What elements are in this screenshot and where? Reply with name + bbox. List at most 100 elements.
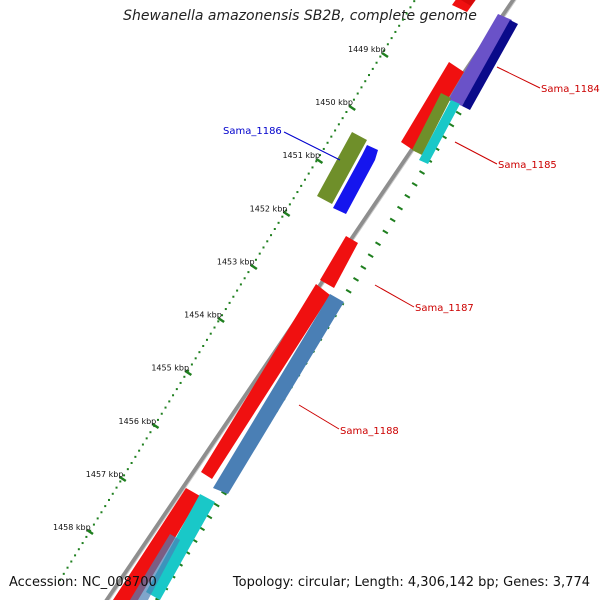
outer-tick-dot [130, 462, 133, 464]
outer-tick-dot [375, 61, 378, 64]
outer-tick-dot [224, 308, 227, 311]
outer-tick-dot [205, 338, 208, 341]
gene-label-sama-1186[interactable]: Sama_1186 [223, 126, 282, 137]
kbp-tick-mark [282, 210, 291, 218]
outer-tick-dot [96, 517, 99, 520]
inner-tick-dash [345, 288, 352, 294]
outer-tick-dot [217, 320, 220, 323]
inner-tick-dash [374, 241, 382, 247]
outer-tick-dot [254, 258, 257, 261]
outer-tick-dot [352, 98, 355, 101]
inner-tick-dash [367, 253, 374, 258]
kbp-tick-mark [250, 263, 258, 271]
inner-tick-dash [389, 217, 396, 223]
outer-tick-dot [239, 283, 242, 286]
gene-olive-1186[interactable] [317, 132, 367, 204]
outer-tick-dot [326, 141, 329, 144]
gene-cyan-bottom[interactable] [146, 494, 215, 600]
gene-steel-bottom[interactable] [130, 534, 180, 600]
outer-tick-dot [394, 30, 397, 33]
outer-tick-dot [194, 357, 197, 360]
cds-red-bottom[interactable] [113, 488, 200, 600]
outer-tick-dot [74, 554, 77, 557]
inner-tick-dash [352, 277, 360, 282]
outer-tick-dot [285, 209, 288, 212]
cds-red-1188[interactable] [201, 284, 330, 479]
kbp-label: 1455 kbp [151, 364, 189, 373]
kbp-tick-mark [348, 104, 356, 112]
kbp-label: 1456 kbp [119, 417, 157, 426]
inner-tick-dash [220, 490, 228, 496]
kbp-label: 1453 kbp [217, 257, 255, 266]
outer-tick-dot [368, 74, 371, 77]
outer-tick-dot [221, 314, 224, 317]
outer-tick-dot [119, 480, 122, 483]
outer-tick-dot [111, 492, 114, 495]
outer-tick-dot [364, 80, 367, 83]
gene-purple-1184[interactable] [448, 14, 512, 106]
outer-tick-dot [81, 542, 84, 545]
kbp-tick-mark [86, 528, 94, 536]
kbp-label: 1452 kbp [250, 204, 288, 213]
outer-tick-dot [371, 67, 374, 70]
gene-label-sama-1188[interactable]: Sama_1188 [340, 426, 399, 437]
outer-tick-dot [179, 381, 182, 384]
outer-tick-dot [107, 498, 110, 501]
kbp-tick-marks [86, 51, 389, 536]
outer-tick-dot [345, 111, 348, 113]
outer-tick-dot [62, 572, 65, 575]
cds-red-top-2[interactable] [461, 0, 498, 6]
outer-tick-dot [168, 400, 171, 403]
outer-tick-dot [315, 160, 318, 163]
outer-tick-dot [70, 560, 73, 563]
outer-tick-dot [100, 511, 103, 514]
kbp-label: 1458 kbp [53, 523, 91, 532]
outer-tick-dot [172, 394, 175, 397]
outer-tick-dot [232, 295, 235, 298]
outer-tick-dot [383, 49, 386, 52]
cds-red-top-1[interactable] [452, 0, 490, 12]
kbp-tick-mark [151, 422, 160, 430]
outer-tick-dot [243, 277, 246, 280]
cds-red-1184[interactable] [401, 62, 464, 152]
outer-tick-dot [85, 535, 88, 538]
outer-tick-dot [213, 326, 216, 329]
gene-steel-1188[interactable] [213, 294, 344, 494]
gene-cyan-1185[interactable] [419, 100, 460, 164]
gene-label-sama-1185[interactable]: Sama_1185 [498, 160, 557, 171]
outer-tick-dot [409, 6, 412, 9]
outer-tick-dot [175, 388, 178, 391]
outer-tick-dot [77, 548, 80, 551]
outer-tick-dot [258, 252, 261, 255]
outer-tick-dot [92, 523, 95, 526]
kbp-tick-mark [381, 51, 389, 59]
outer-tick-dot [198, 351, 201, 354]
outer-tick-dot [66, 566, 69, 569]
gene-blue-1186[interactable] [333, 145, 378, 214]
cds-red-1187[interactable] [320, 236, 358, 288]
outer-tick-dot [138, 449, 141, 452]
gene-label-sama-1184[interactable]: Sama_1184 [541, 84, 600, 95]
outer-tick-dot [209, 332, 212, 335]
gene-olive-1185[interactable] [412, 93, 451, 155]
outer-tick-dot [141, 443, 144, 446]
title: Shewanella amazonensis SB2B, complete ge… [123, 8, 477, 24]
label-leaders [283, 66, 541, 430]
gene-label-sama-1187[interactable]: Sama_1187 [415, 303, 474, 314]
outer-tick-dot [187, 369, 190, 372]
outer-tick-dot [247, 271, 250, 274]
features [113, 0, 518, 600]
outer-tick-dot [307, 172, 310, 175]
inner-tick-dash [382, 229, 389, 235]
inner-tick-dash [455, 110, 462, 116]
outer-tick-track [59, 0, 416, 581]
kbp-label-group: 1449 kbp 1450 kbp 1451 kbp 1452 kbp 1453 kbp… [53, 45, 386, 532]
outer-tick-dot [59, 579, 61, 581]
outer-tick-dot [319, 154, 322, 157]
gene-label-group: Sama_1184 Sama_1185 Sama_1186 Sama_1187 … [223, 84, 600, 437]
outer-tick-dot [341, 117, 344, 120]
gene-navy-1184[interactable] [462, 20, 518, 110]
outer-tick-dot [156, 418, 159, 421]
outer-tick-dot [356, 92, 359, 95]
kbp-tick-mark [184, 369, 193, 377]
